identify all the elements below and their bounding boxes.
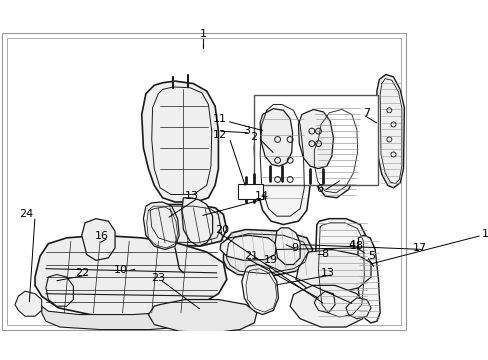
Text: 23: 23 bbox=[151, 273, 165, 283]
Text: 13: 13 bbox=[184, 191, 198, 201]
Polygon shape bbox=[41, 305, 221, 329]
Polygon shape bbox=[260, 109, 292, 166]
Polygon shape bbox=[376, 75, 404, 188]
Polygon shape bbox=[223, 230, 312, 277]
Polygon shape bbox=[346, 298, 370, 319]
Polygon shape bbox=[148, 300, 256, 333]
Polygon shape bbox=[314, 291, 334, 313]
Polygon shape bbox=[314, 219, 368, 321]
Text: 21: 21 bbox=[244, 251, 258, 261]
Text: 4: 4 bbox=[347, 240, 354, 250]
Polygon shape bbox=[254, 99, 309, 225]
Text: 18: 18 bbox=[349, 241, 364, 251]
Text: 11: 11 bbox=[212, 114, 226, 125]
Polygon shape bbox=[142, 81, 218, 202]
Text: 7: 7 bbox=[363, 108, 370, 118]
Text: 24: 24 bbox=[19, 210, 33, 220]
Polygon shape bbox=[145, 204, 226, 246]
Text: 20: 20 bbox=[215, 225, 229, 234]
Text: 9: 9 bbox=[291, 243, 298, 253]
Text: 22: 22 bbox=[75, 268, 89, 278]
Polygon shape bbox=[295, 249, 370, 294]
Polygon shape bbox=[311, 104, 361, 198]
Text: 6: 6 bbox=[316, 184, 323, 194]
Text: 15: 15 bbox=[481, 229, 488, 239]
Text: 2: 2 bbox=[249, 132, 256, 142]
Polygon shape bbox=[15, 291, 41, 316]
Polygon shape bbox=[182, 198, 212, 246]
Text: 16: 16 bbox=[94, 231, 108, 241]
Polygon shape bbox=[289, 285, 366, 327]
Text: 1: 1 bbox=[200, 30, 206, 39]
Text: 5: 5 bbox=[368, 251, 375, 261]
Text: 3: 3 bbox=[243, 126, 249, 136]
Text: 8: 8 bbox=[321, 249, 328, 259]
Polygon shape bbox=[241, 265, 278, 315]
Polygon shape bbox=[298, 109, 333, 168]
Polygon shape bbox=[356, 235, 379, 323]
Polygon shape bbox=[143, 202, 179, 249]
Text: 14: 14 bbox=[254, 191, 268, 201]
Polygon shape bbox=[220, 235, 276, 260]
Polygon shape bbox=[46, 275, 73, 306]
Bar bbox=[238, 184, 263, 199]
Text: 17: 17 bbox=[412, 243, 426, 253]
Text: 19: 19 bbox=[263, 255, 277, 265]
Text: 12: 12 bbox=[212, 130, 226, 140]
Polygon shape bbox=[35, 235, 226, 316]
Text: 10: 10 bbox=[113, 265, 127, 275]
Bar bbox=[254, 95, 377, 185]
Text: 13: 13 bbox=[321, 268, 334, 278]
Polygon shape bbox=[275, 228, 300, 265]
Polygon shape bbox=[81, 219, 115, 260]
